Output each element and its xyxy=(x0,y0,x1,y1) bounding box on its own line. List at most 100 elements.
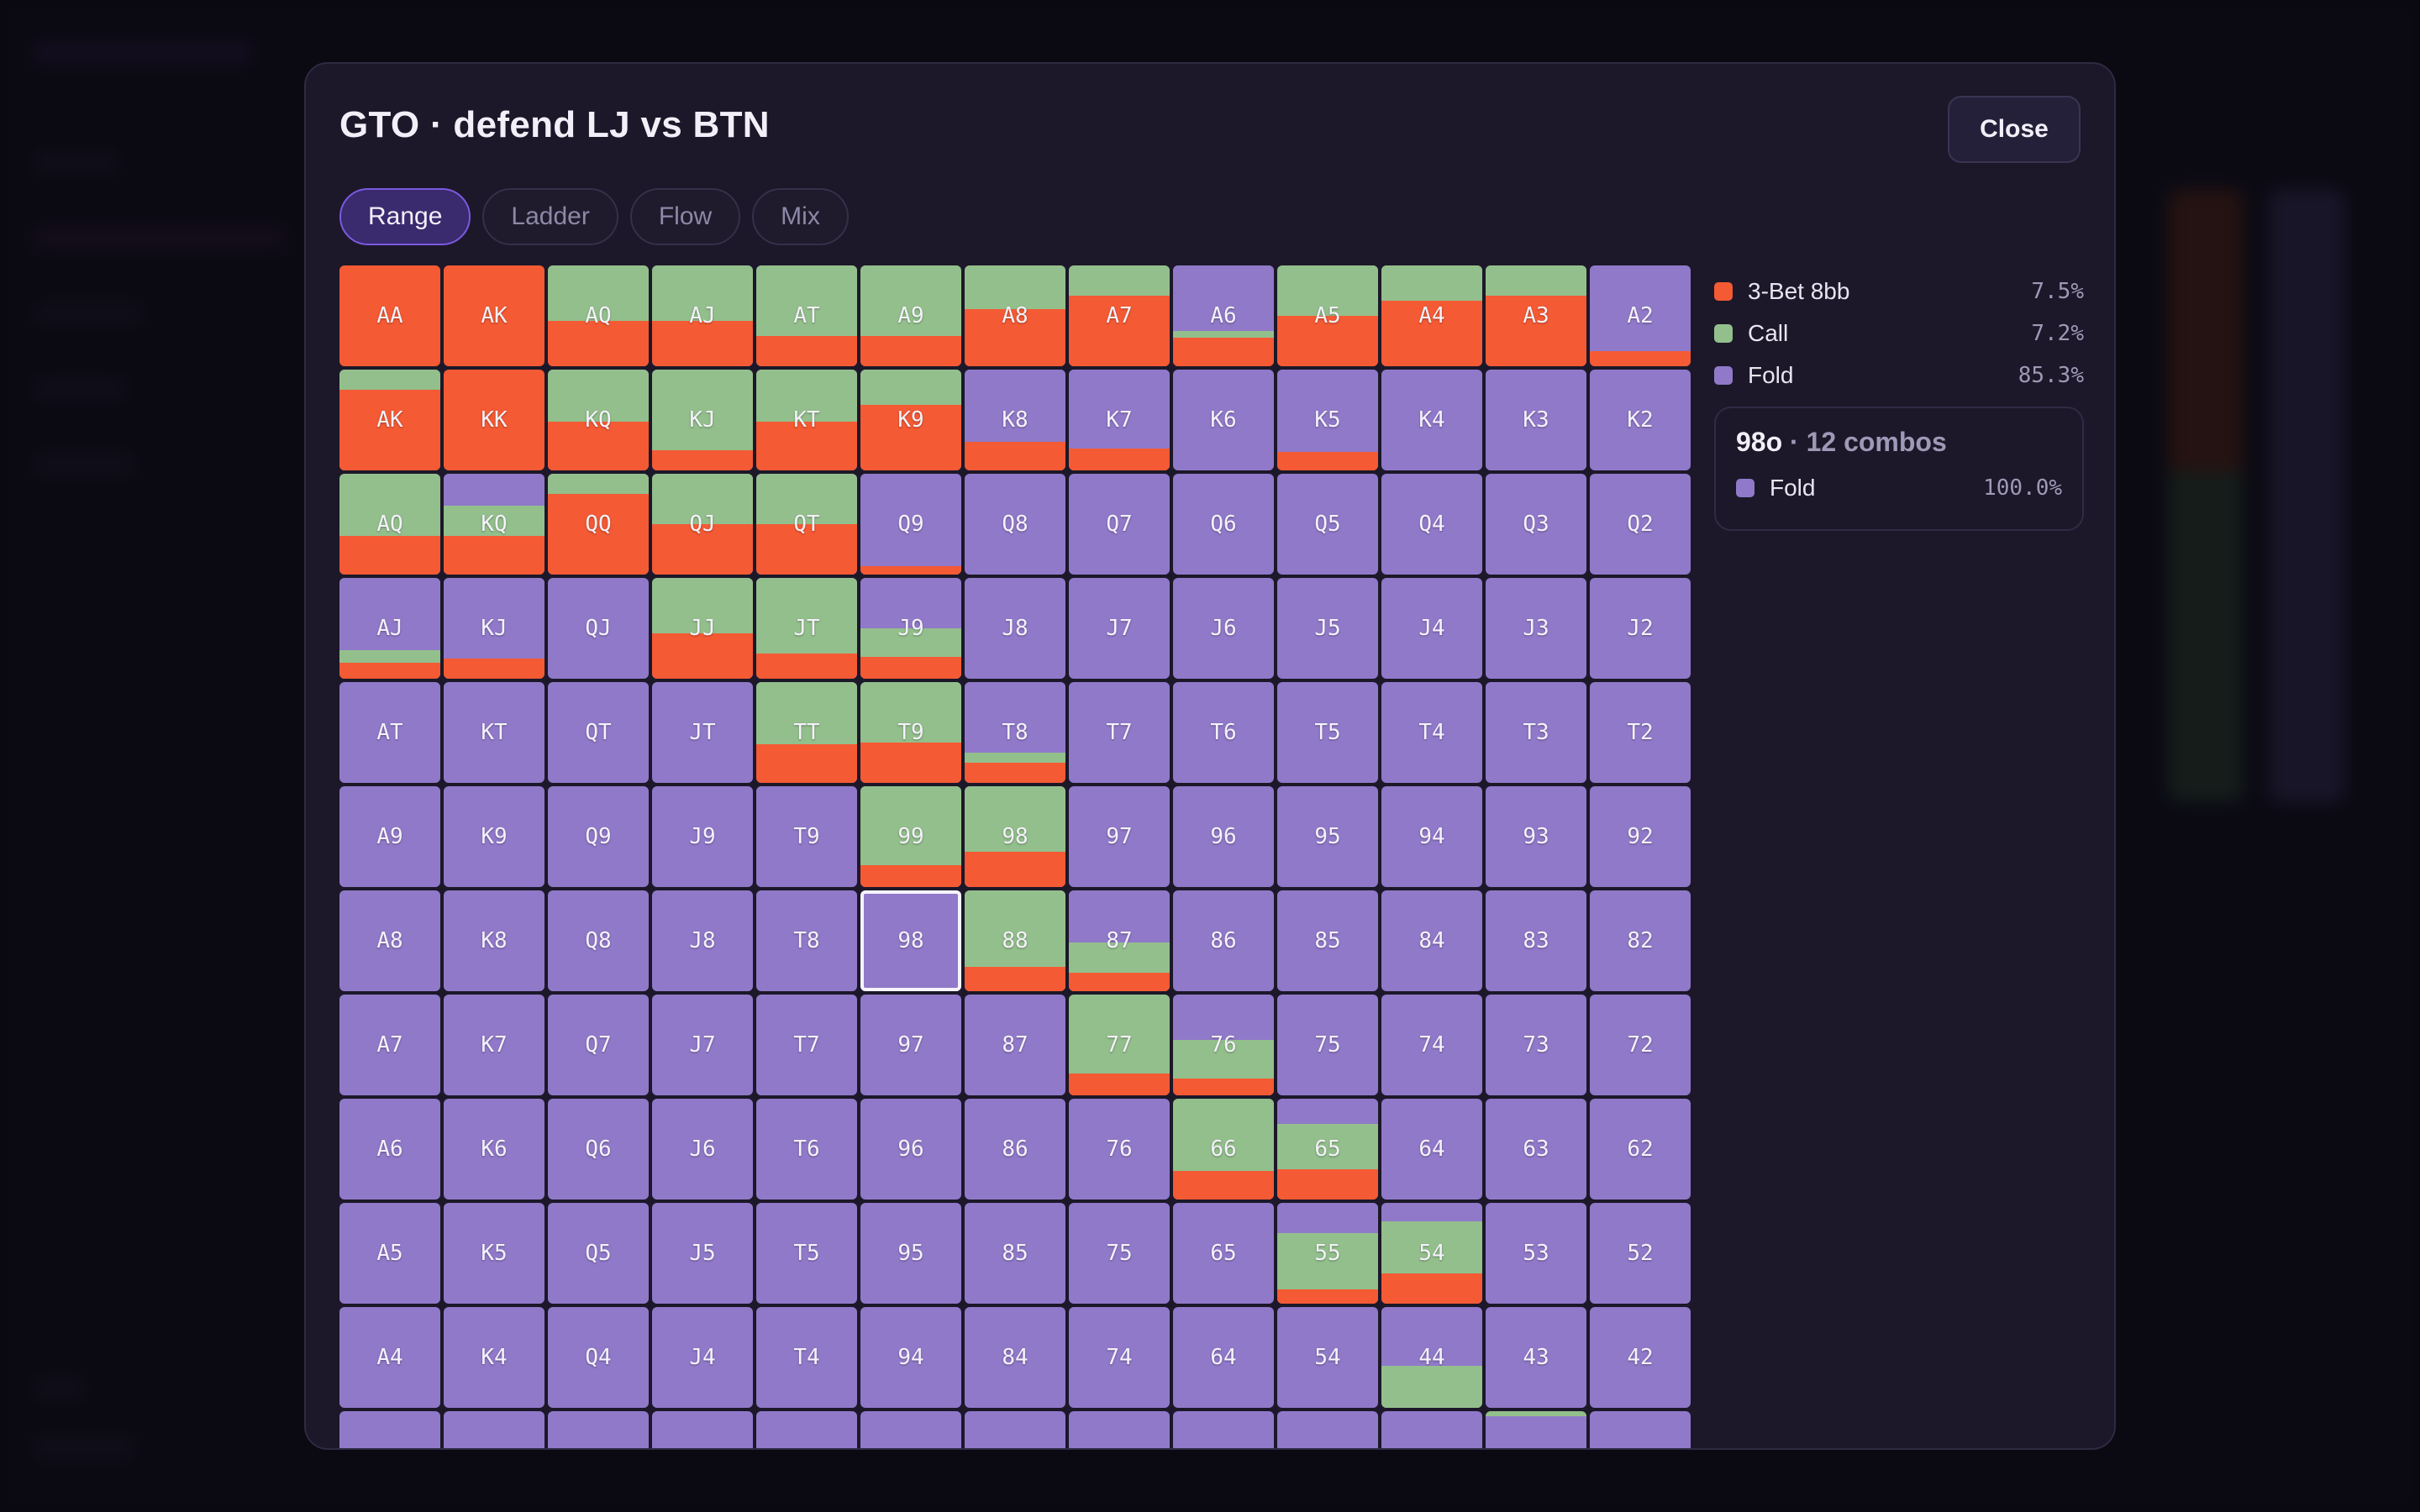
range-cell[interactable]: QT xyxy=(548,682,649,783)
range-cell[interactable]: T2 xyxy=(1590,682,1691,783)
range-cell[interactable]: 86 xyxy=(1173,890,1274,991)
range-cell[interactable]: 54 xyxy=(1277,1307,1378,1408)
range-cell[interactable]: A6 xyxy=(1173,265,1274,366)
range-cell[interactable]: 43 xyxy=(1486,1307,1586,1408)
range-cell[interactable] xyxy=(1590,1411,1691,1448)
range-cell[interactable] xyxy=(1173,1411,1274,1448)
range-cell[interactable] xyxy=(1069,1411,1170,1448)
range-cell[interactable]: J9 xyxy=(860,578,961,679)
range-cell[interactable]: J5 xyxy=(1277,578,1378,679)
range-cell[interactable]: 75 xyxy=(1069,1203,1170,1304)
range-cell[interactable]: 95 xyxy=(860,1203,961,1304)
range-cell[interactable]: T6 xyxy=(1173,682,1274,783)
range-cell[interactable]: J9 xyxy=(652,786,753,887)
range-cell[interactable]: T8 xyxy=(965,682,1065,783)
range-cell[interactable]: A5 xyxy=(339,1203,440,1304)
range-cell[interactable]: Q7 xyxy=(548,995,649,1095)
range-cell[interactable]: T7 xyxy=(1069,682,1170,783)
range-cell[interactable]: K2 xyxy=(1590,370,1691,470)
range-cell[interactable]: AA xyxy=(339,265,440,366)
range-cell[interactable]: A6 xyxy=(339,1099,440,1200)
range-cell[interactable]: 52 xyxy=(1590,1203,1691,1304)
range-cell[interactable]: JT xyxy=(652,682,753,783)
range-cell[interactable]: J7 xyxy=(652,995,753,1095)
range-cell[interactable]: KT xyxy=(756,370,857,470)
range-cell[interactable]: A5 xyxy=(1277,265,1378,366)
range-cell[interactable]: KT xyxy=(444,682,544,783)
range-cell[interactable]: A8 xyxy=(339,890,440,991)
range-cell[interactable]: J7 xyxy=(1069,578,1170,679)
range-cell[interactable]: 84 xyxy=(965,1307,1065,1408)
range-cell[interactable]: K7 xyxy=(444,995,544,1095)
range-cell[interactable]: A7 xyxy=(339,995,440,1095)
range-cell[interactable]: 96 xyxy=(860,1099,961,1200)
range-cell[interactable]: T4 xyxy=(1381,682,1482,783)
range-cell[interactable]: Q9 xyxy=(860,474,961,575)
range-cell[interactable]: 87 xyxy=(965,995,1065,1095)
range-cell[interactable]: K5 xyxy=(1277,370,1378,470)
range-cell[interactable]: Q5 xyxy=(548,1203,649,1304)
range-cell[interactable]: KQ xyxy=(444,474,544,575)
range-cell[interactable]: J6 xyxy=(652,1099,753,1200)
range-cell[interactable] xyxy=(548,1411,649,1448)
range-cell[interactable]: 87 xyxy=(1069,890,1170,991)
range-cell[interactable]: QJ xyxy=(548,578,649,679)
range-cell[interactable]: 96 xyxy=(1173,786,1274,887)
range-cell[interactable]: Q7 xyxy=(1069,474,1170,575)
range-cell[interactable]: J3 xyxy=(1486,578,1586,679)
range-cell[interactable]: 94 xyxy=(1381,786,1482,887)
range-cell[interactable]: AJ xyxy=(652,265,753,366)
range-cell[interactable]: Q9 xyxy=(548,786,649,887)
range-cell[interactable]: 64 xyxy=(1381,1099,1482,1200)
range-cell[interactable]: 86 xyxy=(965,1099,1065,1200)
range-cell[interactable]: A9 xyxy=(339,786,440,887)
range-cell[interactable]: J6 xyxy=(1173,578,1274,679)
range-cell[interactable]: 99 xyxy=(860,786,961,887)
range-cell[interactable]: T3 xyxy=(1486,682,1586,783)
range-cell[interactable]: AT xyxy=(756,265,857,366)
range-cell[interactable] xyxy=(860,1411,961,1448)
range-cell[interactable]: 65 xyxy=(1277,1099,1378,1200)
range-cell[interactable]: KJ xyxy=(652,370,753,470)
range-cell[interactable]: J4 xyxy=(652,1307,753,1408)
range-cell[interactable]: A4 xyxy=(339,1307,440,1408)
tab-range[interactable]: Range xyxy=(339,188,471,245)
range-cell[interactable]: J2 xyxy=(1590,578,1691,679)
range-cell[interactable]: K3 xyxy=(1486,370,1586,470)
range-cell[interactable]: 85 xyxy=(965,1203,1065,1304)
range-cell[interactable] xyxy=(652,1411,753,1448)
range-cell[interactable]: KK xyxy=(444,370,544,470)
range-cell[interactable]: QQ xyxy=(548,474,649,575)
range-cell[interactable]: K8 xyxy=(444,890,544,991)
range-cell[interactable] xyxy=(1381,1411,1482,1448)
range-cell[interactable]: T7 xyxy=(756,995,857,1095)
range-cell[interactable]: 98 xyxy=(965,786,1065,887)
range-cell[interactable]: J8 xyxy=(965,578,1065,679)
range-cell[interactable]: Q3 xyxy=(1486,474,1586,575)
range-cell[interactable]: T8 xyxy=(756,890,857,991)
range-cell[interactable]: Q5 xyxy=(1277,474,1378,575)
range-cell[interactable] xyxy=(756,1411,857,1448)
range-cell[interactable]: 97 xyxy=(1069,786,1170,887)
range-cell[interactable]: Q8 xyxy=(965,474,1065,575)
range-cell[interactable]: 85 xyxy=(1277,890,1378,991)
range-cell[interactable]: K9 xyxy=(444,786,544,887)
range-cell[interactable]: A3 xyxy=(1486,265,1586,366)
range-cell[interactable]: AJ xyxy=(339,578,440,679)
range-cell[interactable]: K6 xyxy=(444,1099,544,1200)
range-cell[interactable]: K8 xyxy=(965,370,1065,470)
range-cell[interactable]: AT xyxy=(339,682,440,783)
range-cell[interactable]: TT xyxy=(756,682,857,783)
range-cell[interactable]: Q4 xyxy=(548,1307,649,1408)
range-cell[interactable]: J8 xyxy=(652,890,753,991)
range-cell[interactable]: 92 xyxy=(1590,786,1691,887)
range-cell[interactable]: T9 xyxy=(860,682,961,783)
range-cell[interactable]: 84 xyxy=(1381,890,1482,991)
range-cell[interactable]: 63 xyxy=(1486,1099,1586,1200)
tab-flow[interactable]: Flow xyxy=(629,188,741,245)
range-cell[interactable]: A8 xyxy=(965,265,1065,366)
close-button[interactable]: Close xyxy=(1948,96,2081,163)
range-cell[interactable]: A9 xyxy=(860,265,961,366)
range-cell[interactable] xyxy=(444,1411,544,1448)
range-cell[interactable]: A4 xyxy=(1381,265,1482,366)
